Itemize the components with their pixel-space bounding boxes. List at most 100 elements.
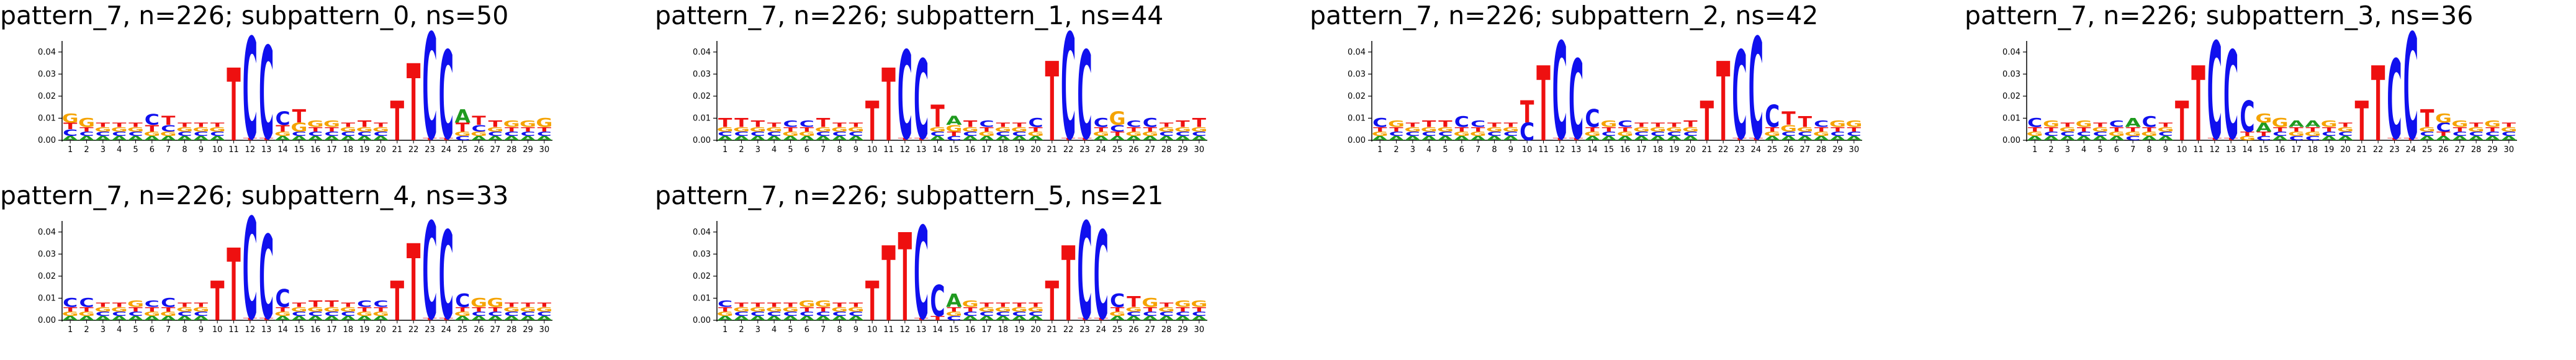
logo-letter-A: A: [832, 135, 848, 142]
logo-letter-T: T: [1716, 39, 1730, 166]
logo-letter-T: T: [1061, 225, 1075, 345]
logo-letter-A: A: [373, 135, 389, 142]
logo-letter-T: T: [456, 306, 470, 313]
logo-letter-A: A: [1666, 135, 1682, 142]
logo-letter-G: G: [356, 310, 373, 318]
logo-letter-T: T: [308, 126, 323, 133]
logo-letter-G: G: [2076, 119, 2092, 129]
logo-letter-A: A: [471, 135, 487, 142]
logo-letter-T: T: [1143, 126, 1158, 133]
logo-letter-G: G: [307, 119, 324, 129]
sequence-logo-chart: 0.000.010.020.030.041 2 3 4 5 6 7 8 9 10 11 12 13 14 1…: [693, 4, 1207, 173]
x-tick-label: 29: [1178, 325, 1188, 335]
logo-letter-G: G: [372, 310, 389, 318]
x-tick-label: 11: [228, 325, 239, 335]
x-tick-label: 15: [949, 145, 960, 155]
logo-letter-A: A: [340, 135, 356, 142]
logo-letter-G: G: [520, 306, 536, 313]
logo-letter-A: A: [2256, 120, 2272, 134]
logo-letter-C: C: [210, 130, 225, 138]
x-tick-label: 2: [84, 145, 89, 155]
logo-letter-T: T: [2159, 121, 2173, 128]
logo-letter-A: A: [62, 135, 78, 142]
x-tick-label: 24: [1751, 145, 1762, 155]
logo-letter-A: A: [307, 315, 323, 322]
y-tick-label: 0.00: [2002, 136, 2020, 145]
logo-letter-G: G: [1796, 126, 1813, 133]
logo-letter-C: C: [799, 119, 814, 129]
logo-letter-C: C: [1028, 116, 1043, 130]
logo-letter-T: T: [63, 120, 78, 131]
logo-letter-A: A: [1438, 135, 1454, 142]
logo-letter-T: T: [1553, 137, 1567, 141]
logo-letter-A: A: [536, 315, 552, 322]
logo-letter-T: T: [2142, 126, 2156, 133]
x-tick-label: 20: [2340, 145, 2351, 155]
logo-letter-C: C: [161, 296, 176, 310]
logo-letter-G: G: [2043, 119, 2060, 129]
x-tick-label: 20: [376, 325, 386, 335]
logo-letter-T: T: [2061, 121, 2075, 128]
logo-letter-A: A: [487, 135, 503, 142]
x-tick-label: 11: [1538, 145, 1549, 155]
y-tick-label: 0.01: [693, 114, 711, 123]
x-tick-label: 2: [739, 145, 744, 155]
x-tick-label: 1: [723, 145, 727, 155]
logo-letter-G: G: [2255, 112, 2272, 125]
logo-letter-A: A: [275, 315, 291, 322]
logo-letter-C: C: [504, 310, 519, 318]
logo-letter-T: T: [2224, 137, 2238, 141]
x-tick-label: 12: [245, 145, 256, 155]
logo-letter-A: A: [1028, 315, 1044, 322]
logo-letter-C: C: [357, 130, 372, 138]
logo-letter-T: T: [1781, 109, 1796, 130]
x-tick-label: 25: [2422, 145, 2433, 155]
logo-letter-T: T: [390, 270, 404, 333]
logo-letter-A: A: [128, 315, 144, 322]
logo-letter-G: G: [2500, 126, 2517, 133]
x-tick-label: 27: [2455, 145, 2466, 155]
x-tick-label: 3: [2065, 145, 2070, 155]
logo-letter-G: G: [487, 296, 503, 310]
logo-letter-C: C: [194, 130, 209, 138]
logo-letter-A: A: [324, 315, 340, 322]
logo-letter-C: C: [1667, 130, 1682, 138]
logo-letter-A: A: [1830, 135, 1846, 142]
logo-letter-C: C: [2387, 37, 2402, 164]
logo-letter-C: C: [1077, 196, 1092, 350]
logo-letter-T: T: [1536, 45, 1550, 165]
x-tick-label: 17: [327, 145, 337, 155]
logo-letter-C: C: [832, 310, 847, 318]
x-tick-label: 7: [2130, 145, 2135, 155]
logo-letter-A: A: [1126, 315, 1142, 322]
logo-letter-G: G: [2337, 126, 2354, 133]
logo-letter-T: T: [1602, 126, 1616, 133]
x-tick-label: 19: [1014, 145, 1025, 155]
logo-letter-C: C: [1061, 4, 1076, 173]
x-tick-label: 3: [755, 145, 760, 155]
logo-letter-G: G: [2304, 130, 2321, 138]
x-tick-label: 4: [2081, 145, 2086, 155]
logo-letter-T: T: [930, 99, 945, 134]
logo-letter-C: C: [947, 135, 961, 142]
logo-letter-T: T: [1192, 116, 1207, 130]
logo-letter-T: T: [259, 137, 273, 141]
logo-letter-G: G: [503, 306, 520, 313]
logo-letter-C: C: [1520, 118, 1534, 146]
logo-letter-A: A: [503, 315, 520, 322]
logo-letter-A: A: [1109, 135, 1125, 142]
logo-letter-G: G: [62, 310, 79, 318]
logo-letter-C: C: [177, 130, 192, 138]
logo-letter-G: G: [929, 126, 946, 133]
y-tick-label: 0.04: [1348, 48, 1366, 57]
logo-letter-A: A: [979, 135, 995, 142]
logo-letter-C: C: [79, 296, 94, 310]
x-tick-label: 20: [1030, 145, 1041, 155]
x-tick-label: 25: [457, 145, 468, 155]
logo-letter-G: G: [1388, 119, 1405, 129]
logo-letter-A: A: [193, 135, 209, 142]
logo-letter-A: A: [1389, 135, 1405, 142]
logo-letter-C: C: [292, 130, 307, 138]
logo-letter-C: C: [439, 25, 454, 166]
x-tick-label: 14: [1587, 145, 1598, 155]
